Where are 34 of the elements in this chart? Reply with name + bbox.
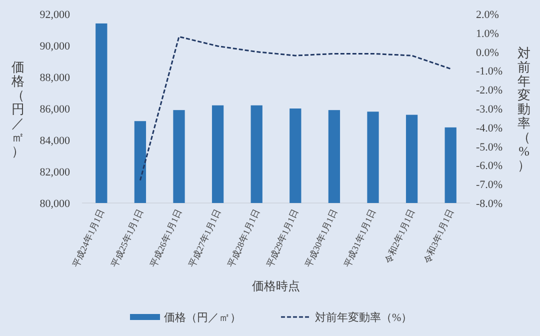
y2-tick-label: 1.0% (476, 28, 499, 40)
x-tick-label: 平成29年1月1日 (264, 208, 300, 269)
x-tick-label: 平成25年1月1日 (109, 208, 146, 269)
legend-label: 対前年変動率（%） (315, 311, 412, 324)
y2-tick-label: 0.0% (476, 46, 499, 59)
x-tick-label: 平成27年1月1日 (186, 208, 223, 269)
y-tick-label: 90,000 (40, 40, 70, 52)
y-tick-label: 84,000 (40, 135, 70, 147)
x-tick-label: 平成31年1月1日 (342, 208, 378, 269)
y-tick-label: 80,000 (40, 198, 70, 210)
x-axis-title: 価格時点 (252, 279, 300, 293)
y-tick-label: 92,000 (40, 9, 70, 21)
y-tick-label: 86,000 (40, 104, 70, 116)
x-tick-label: 平成26年1月1日 (148, 208, 184, 269)
y2-tick-label: -7.0% (476, 179, 503, 192)
legend-label: 価格（円／㎡） (164, 312, 241, 324)
y2-tick-label: -3.0% (476, 104, 503, 116)
text: 対前年変動率（%） (518, 46, 530, 172)
y2-tick-label: -2.0% (476, 84, 503, 97)
y-axis-title: 価格（円／㎡） (10, 60, 24, 158)
x-tick-label: 令和3年1月1日 (422, 208, 456, 265)
x-tick-label: 令和2年1月1日 (382, 208, 417, 265)
y2-tick-label: -6.0% (476, 160, 503, 172)
line-series (139, 36, 452, 182)
x-tick-label: 平成24年1月1日 (70, 208, 106, 269)
y-tick-label: 88,000 (40, 72, 70, 84)
y2-tick-label: -1.0% (476, 66, 503, 78)
x-tick-label: 平成28年1月1日 (226, 208, 262, 269)
y2-tick-label: -8.0% (476, 198, 503, 210)
y2-tick-label: -4.0% (476, 122, 503, 134)
y2-tick-label: -5.0% (476, 141, 503, 154)
y-tick-label: 82,000 (40, 166, 70, 178)
y2-tick-label: 2.0% (476, 9, 499, 21)
x-tick-label: 平成30年1月1日 (303, 208, 340, 269)
